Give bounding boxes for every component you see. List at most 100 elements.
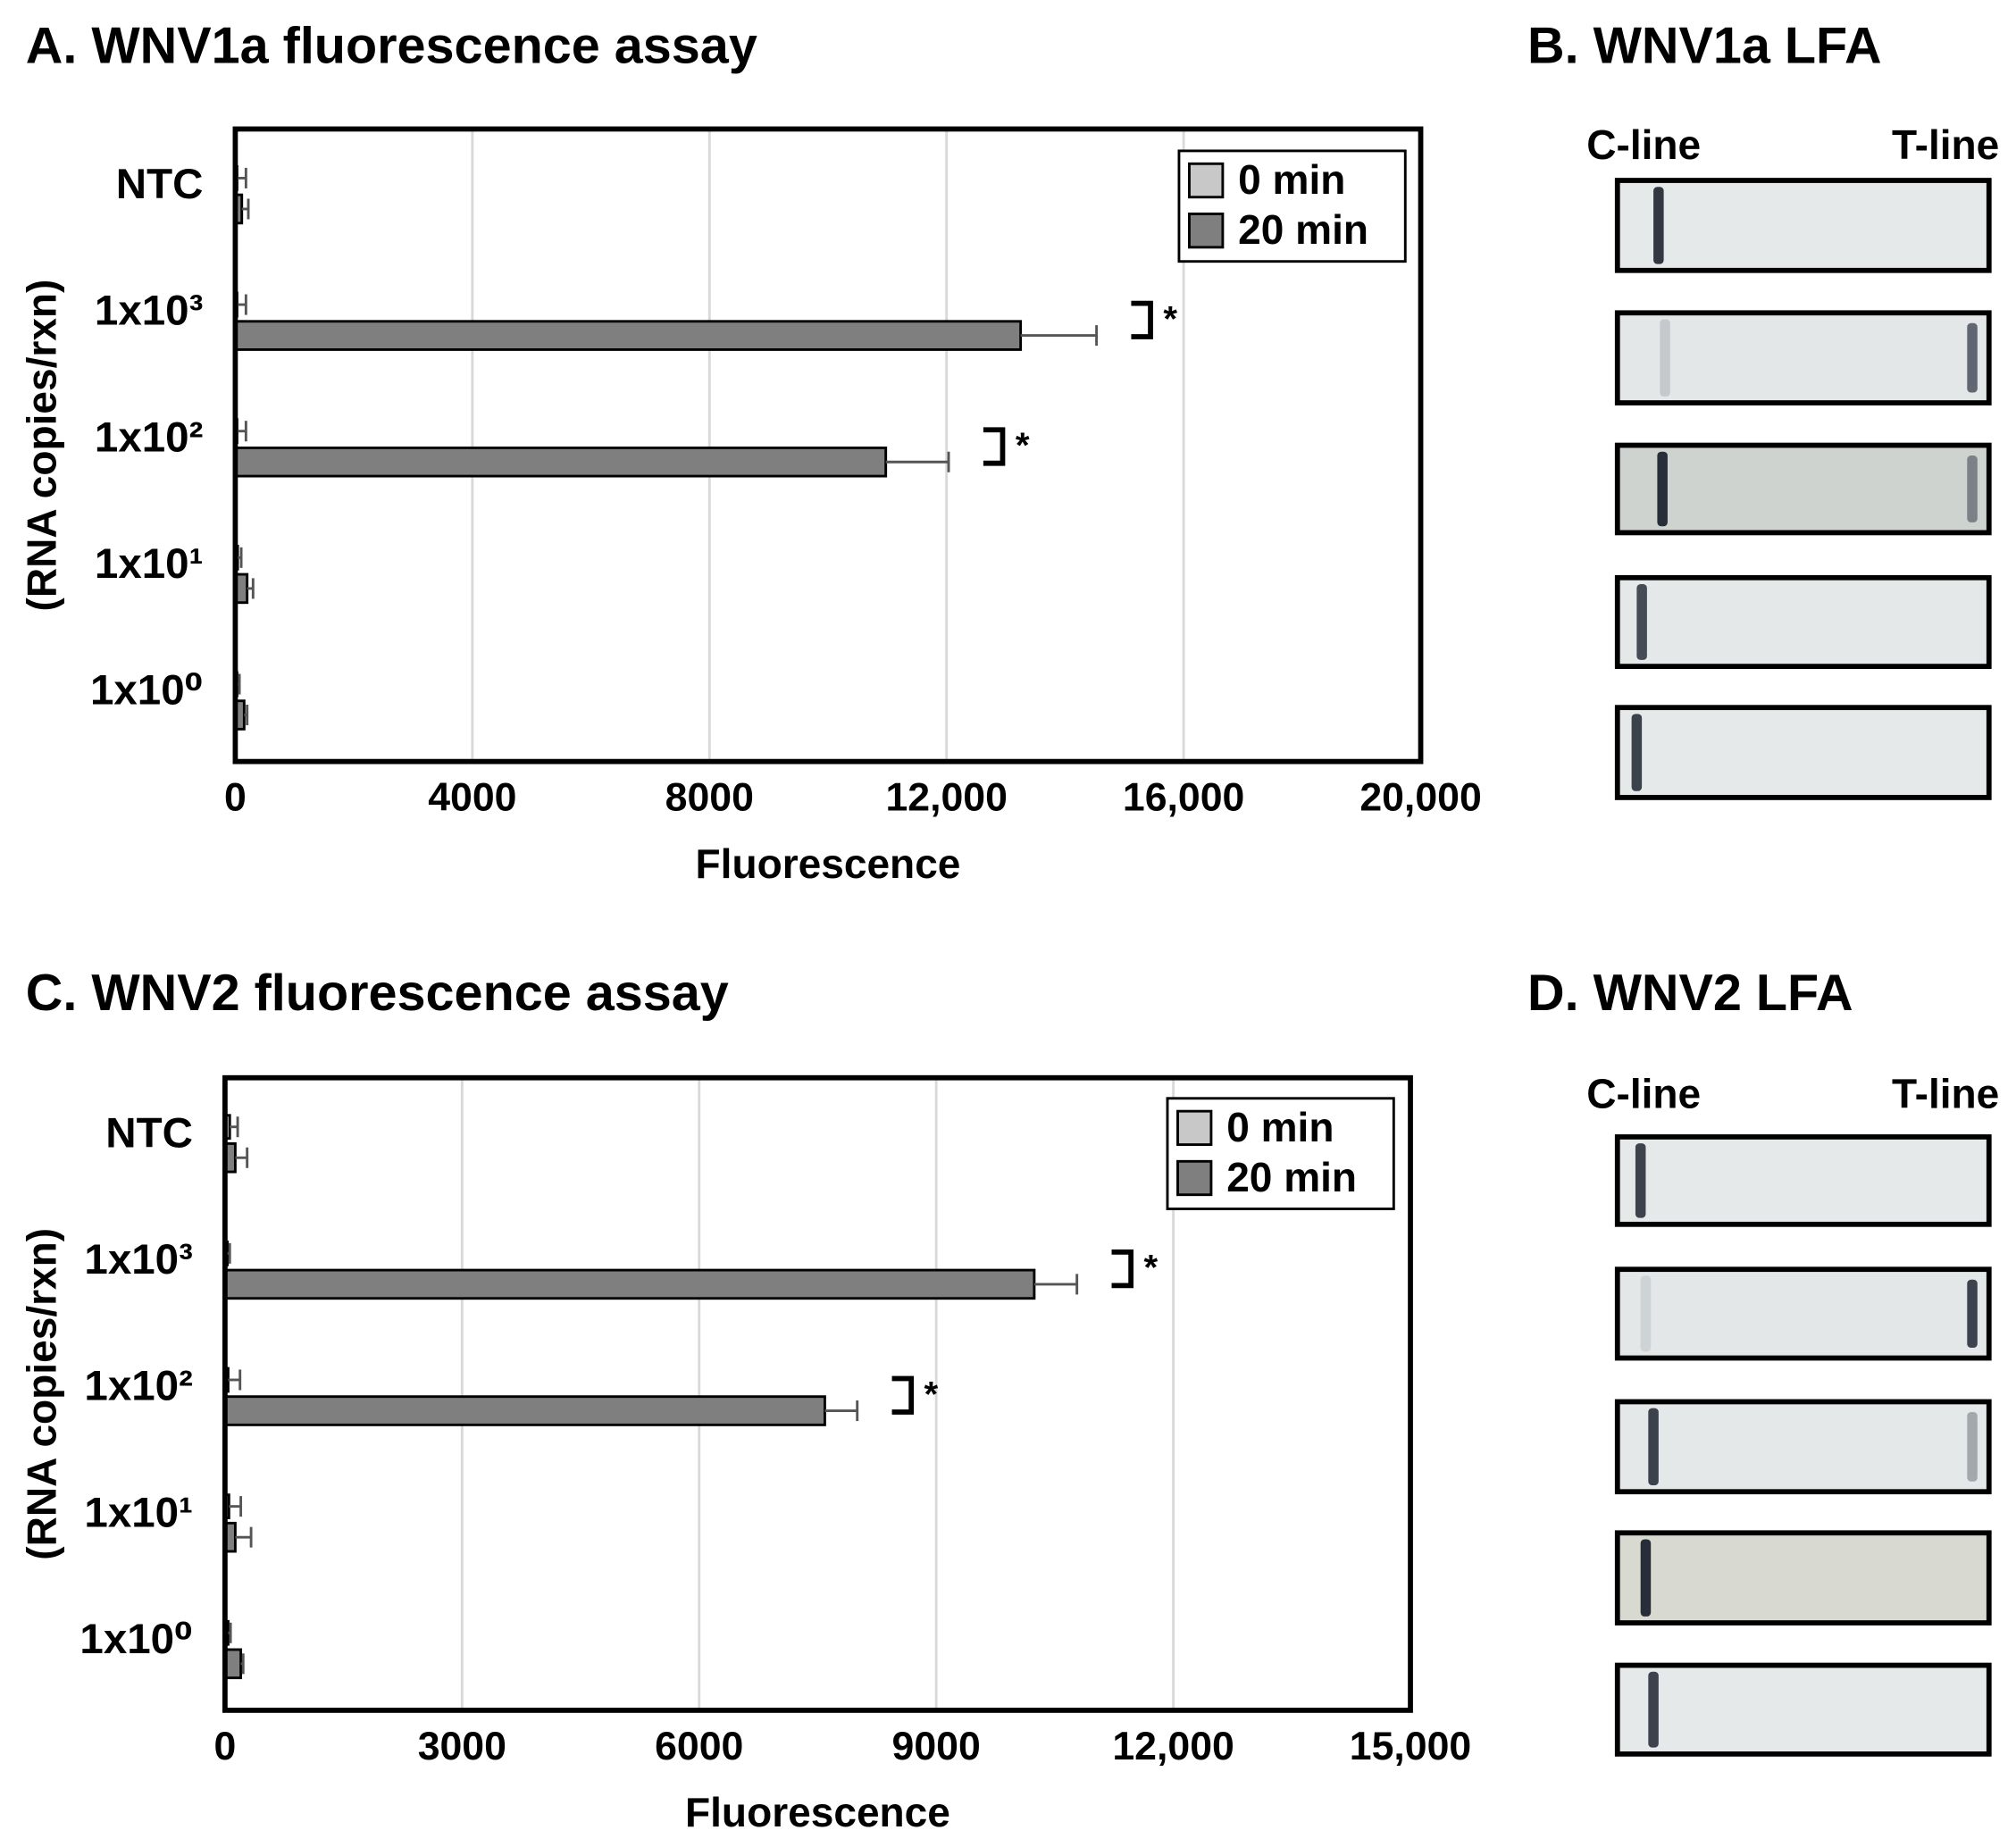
- y-tick-label: 1x10⁰: [90, 667, 203, 715]
- error-bar: [244, 705, 249, 726]
- strip-body: [1614, 1399, 1992, 1495]
- legend-label: 20 min: [1238, 206, 1368, 253]
- lfa-strip: [1614, 310, 1992, 405]
- legend-swatch: [1176, 1159, 1213, 1197]
- control-line: [1635, 1143, 1646, 1218]
- y-tick-label: 1x10⁰: [79, 1616, 192, 1663]
- significance-mark: *: [1163, 298, 1177, 338]
- control-line: [1648, 1408, 1659, 1486]
- legend-swatch: [1176, 1109, 1213, 1147]
- lfa-strip: [1614, 1399, 1992, 1495]
- x-tick-label: 0: [224, 776, 247, 820]
- error-bar: [237, 167, 247, 188]
- control-line: [1653, 187, 1664, 264]
- x-tick-label: 15,000: [1350, 1725, 1471, 1768]
- y-tick-label: NTC: [105, 1109, 193, 1157]
- control-line: [1648, 1671, 1659, 1748]
- y-tick-label: 1x10²: [95, 414, 203, 461]
- error-bar: [240, 1653, 245, 1675]
- error-bar: [235, 1526, 253, 1548]
- x-tick-label: 6000: [655, 1725, 743, 1768]
- strip-body: [1614, 1134, 1992, 1227]
- legend-swatch: [1188, 213, 1225, 249]
- x-tick-label: 12,000: [1112, 1725, 1234, 1768]
- significance-bracket: [1111, 1249, 1134, 1289]
- bar: [233, 320, 1023, 351]
- lfa-strip: [1614, 1134, 1992, 1227]
- y-axis-title: (RNA copies/rxn): [19, 280, 65, 612]
- control-line: [1631, 714, 1643, 791]
- y-tick-label: NTC: [116, 161, 204, 208]
- chart-title: A. WNV1a fluorescence assay: [26, 17, 757, 74]
- c-line-label: C-line: [1586, 121, 1701, 168]
- plot-frame: [222, 1074, 1413, 1713]
- control-line: [1660, 319, 1670, 397]
- control-line: [1640, 1539, 1652, 1617]
- error-bar: [227, 1242, 231, 1264]
- bar: [223, 1268, 1036, 1300]
- significance-mark: *: [924, 1374, 939, 1414]
- x-tick-label: 3000: [418, 1725, 506, 1768]
- legend-label: 0 min: [1238, 156, 1345, 203]
- c-line-label: C-line: [1586, 1070, 1701, 1116]
- panel-title: B. WNV1a LFA: [1527, 17, 1882, 74]
- control-line: [1636, 583, 1647, 660]
- error-bar: [824, 1400, 859, 1422]
- strip-body: [1614, 1530, 1992, 1626]
- lfa-strip: [1614, 1530, 1992, 1626]
- test-line: [1967, 1279, 1978, 1349]
- error-bar: [237, 294, 247, 315]
- error-bar: [238, 547, 243, 568]
- y-tick-label: 1x10³: [95, 288, 203, 335]
- y-axis-title: (RNA copies/rxn): [19, 1228, 65, 1560]
- error-bar: [885, 451, 950, 472]
- error-bar: [1033, 1274, 1079, 1295]
- y-tick-label: 1x10²: [84, 1363, 192, 1410]
- significance-bracket: [1131, 300, 1153, 339]
- lfa-strip: [1614, 1662, 1992, 1757]
- bar: [233, 446, 888, 478]
- x-axis-title: Fluorescence: [685, 1789, 950, 1835]
- strip-body: [1614, 310, 1992, 405]
- bar: [223, 1395, 826, 1426]
- y-tick-label: 1x10¹: [84, 1489, 192, 1536]
- error-bar: [235, 1147, 249, 1168]
- significance-bracket: [983, 427, 1006, 466]
- lfa-strip: [1614, 705, 1992, 800]
- error-bar: [230, 1116, 239, 1138]
- plot-frame: [232, 126, 1424, 765]
- x-tick-label: 16,000: [1123, 776, 1244, 820]
- lfa-strip: [1614, 574, 1992, 669]
- y-tick-label: 1x10³: [84, 1236, 192, 1283]
- x-tick-label: 4000: [428, 776, 516, 820]
- legend-label: 20 min: [1226, 1154, 1357, 1200]
- control-line: [1640, 1275, 1652, 1352]
- strip-body: [1614, 1662, 1992, 1757]
- lfa-strip: [1614, 442, 1992, 536]
- chart-title: C. WNV2 fluorescence assay: [26, 965, 729, 1022]
- x-tick-label: 8000: [665, 776, 754, 820]
- control-line: [1657, 451, 1668, 527]
- test-line: [1967, 1411, 1978, 1482]
- error-bar: [1020, 325, 1099, 347]
- error-bar: [247, 578, 255, 599]
- x-tick-label: 12,000: [885, 776, 1007, 820]
- lfa-strip: [1614, 1266, 1992, 1361]
- significance-mark: *: [1016, 425, 1030, 465]
- error-bar: [241, 198, 250, 220]
- strip-body: [1614, 574, 1992, 669]
- error-bar: [228, 1622, 232, 1643]
- panel-title: D. WNV2 LFA: [1527, 965, 1853, 1022]
- x-tick-label: 0: [213, 1725, 236, 1768]
- t-line-label: T-line: [1892, 1070, 1999, 1116]
- error-bar: [237, 421, 247, 442]
- lfa-strip: [1614, 178, 1992, 273]
- x-axis-title: Fluorescence: [696, 840, 961, 887]
- x-tick-label: 9000: [892, 1725, 981, 1768]
- t-line-label: T-line: [1892, 121, 1999, 168]
- legend-swatch: [1188, 162, 1225, 199]
- test-line: [1967, 455, 1978, 522]
